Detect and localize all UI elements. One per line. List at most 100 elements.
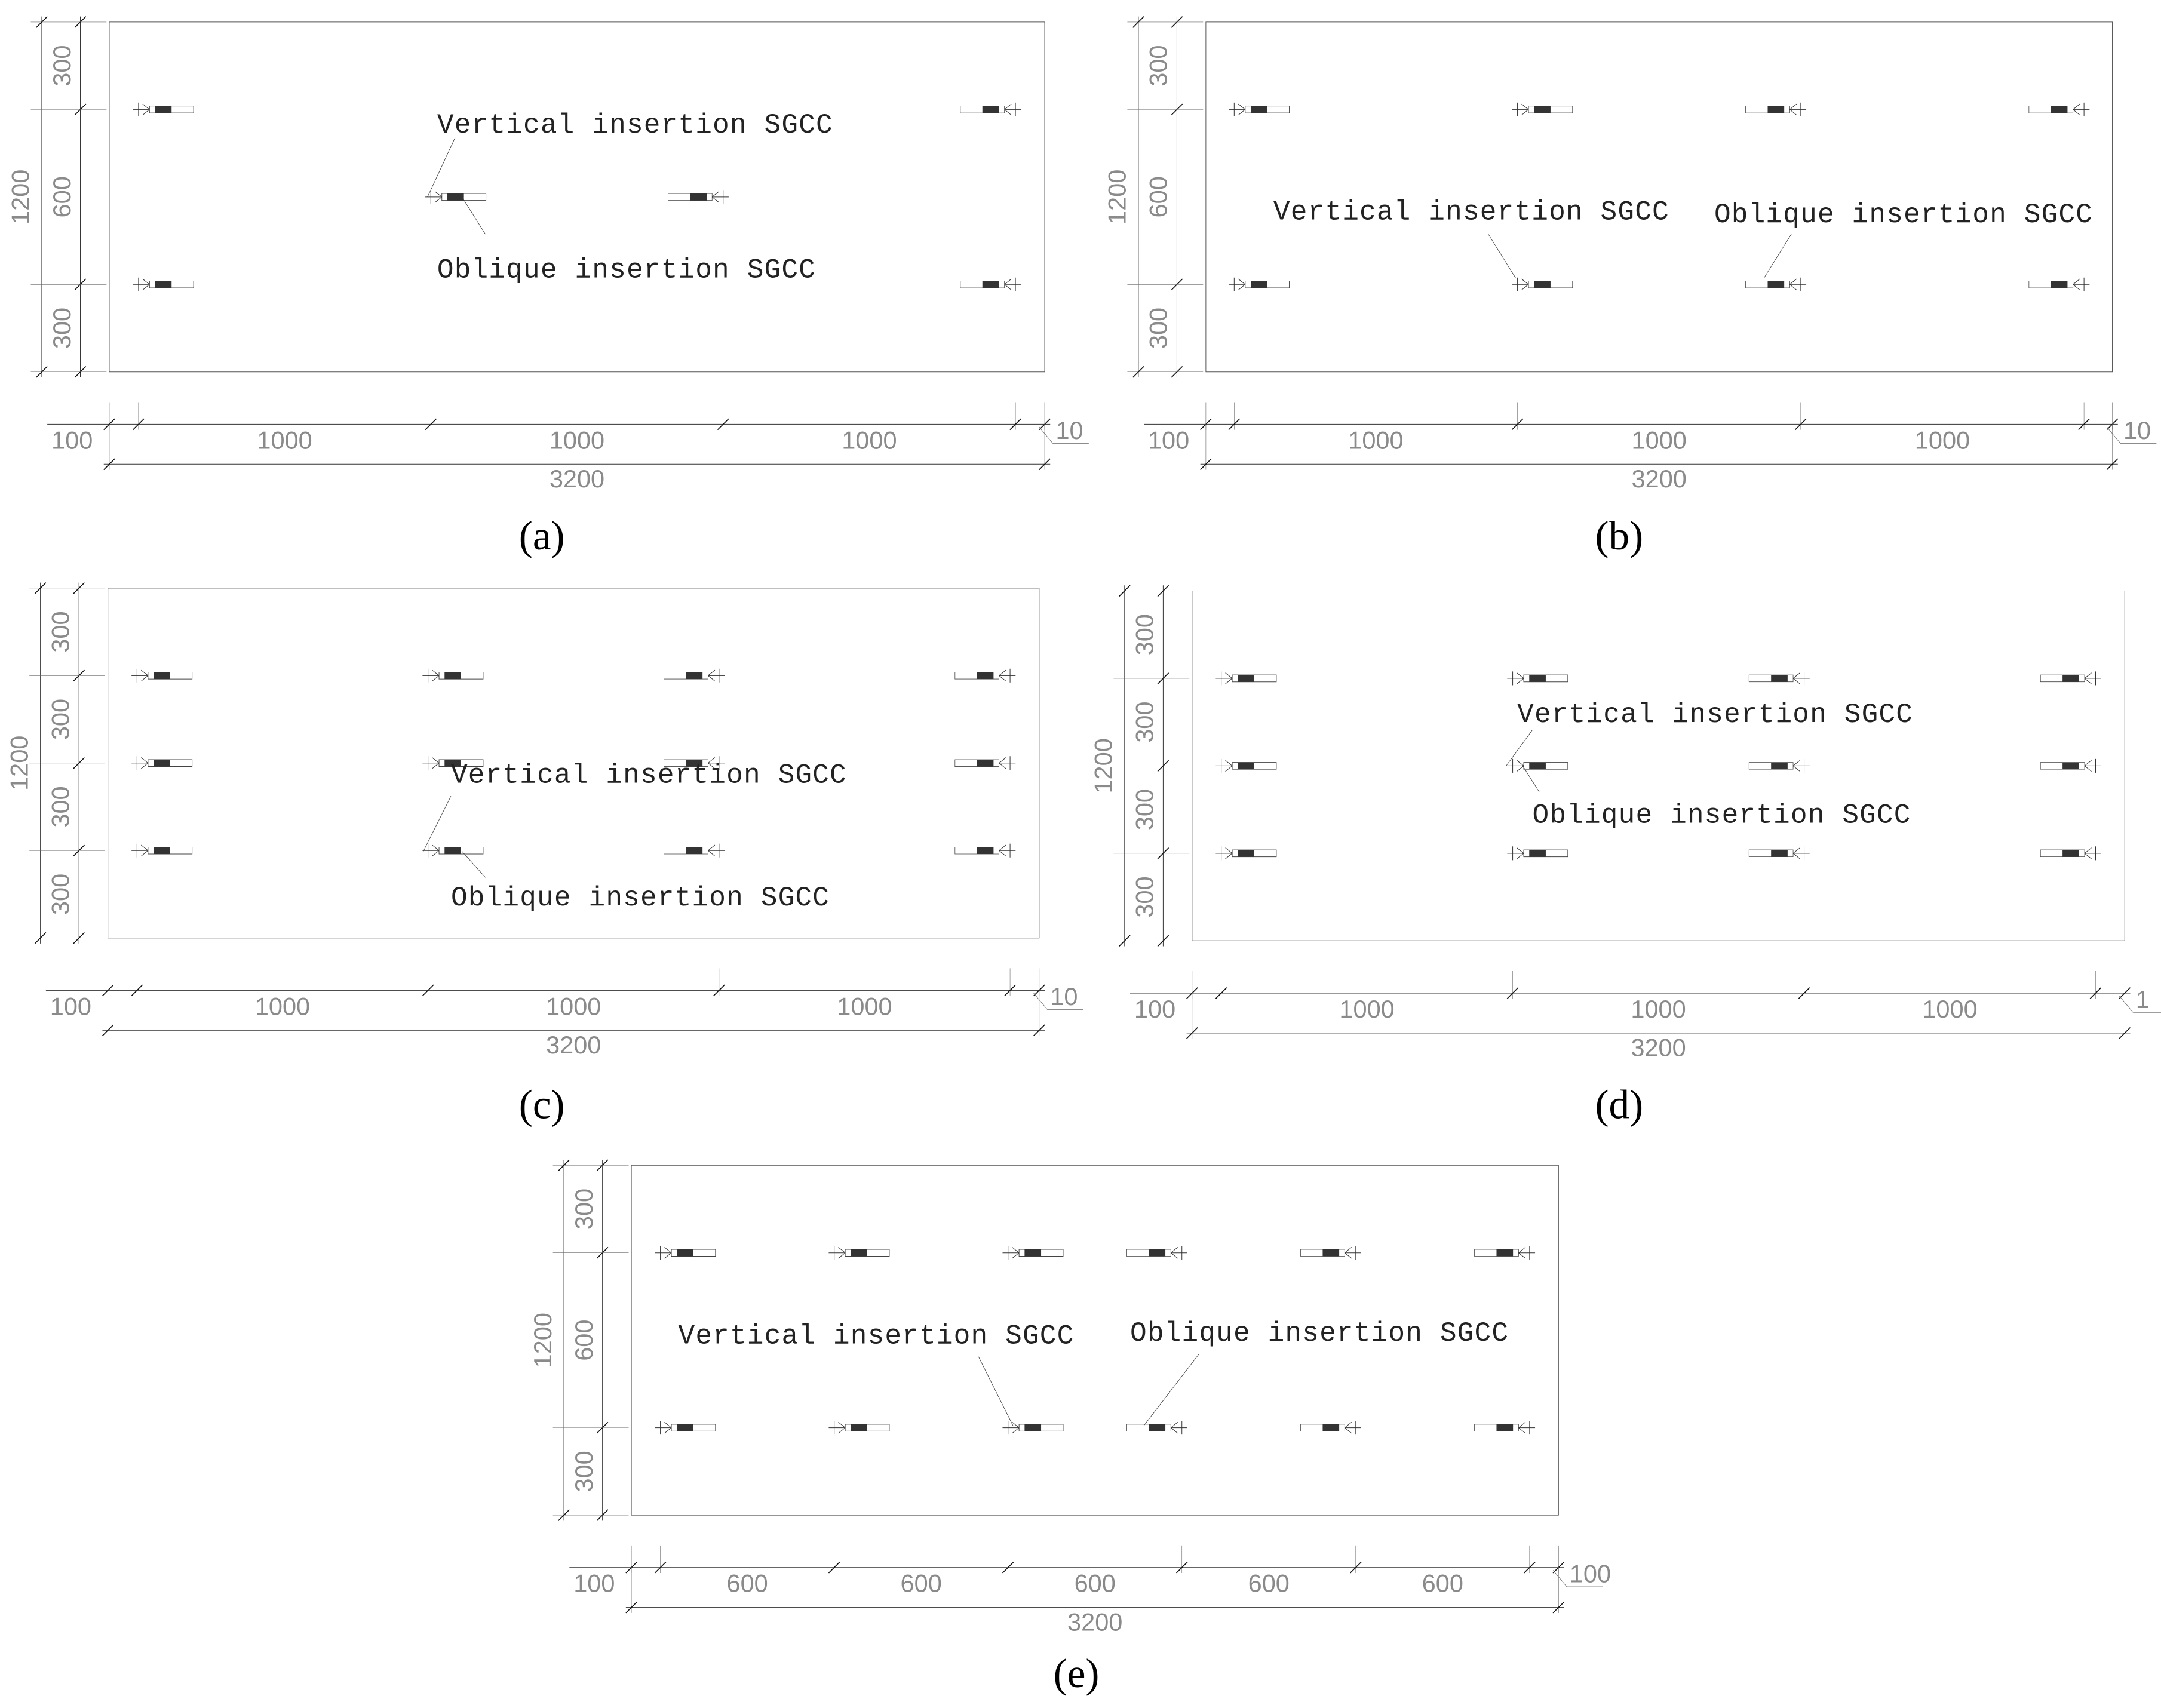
screw-head: [1521, 279, 1528, 284]
screw-head: [1012, 1253, 1020, 1258]
annotation: Oblique insertion SGCC: [451, 883, 830, 914]
screw-body: [1232, 763, 1276, 770]
h-dim-label: 100: [1570, 1560, 1611, 1588]
screw-head: [1005, 109, 1012, 115]
screw-head: [1226, 848, 1233, 853]
screw-head: [1226, 766, 1233, 771]
annotation: Oblique insertion SGCC: [1714, 199, 2093, 231]
v-dim-label: 300: [1131, 614, 1159, 655]
screw-head: [1793, 760, 1800, 766]
screw-body: [664, 760, 708, 767]
screw-head: [1789, 284, 1797, 290]
dim-tick: [36, 17, 47, 27]
screw-thread: [1534, 106, 1551, 113]
dim-tick: [1795, 419, 1806, 429]
h-dim-label: 100: [50, 992, 91, 1020]
h-dim-label: 100: [1148, 426, 1189, 454]
h-dim-label: 1000: [257, 426, 312, 454]
dim-tick: [626, 1602, 637, 1612]
screw-head: [1005, 279, 1012, 284]
screw-head: [1238, 104, 1245, 109]
dim-tick: [1177, 1562, 1187, 1573]
screw-thread: [977, 760, 994, 767]
screw-thread: [155, 106, 172, 113]
screw-head: [1012, 1422, 1020, 1427]
h-total-label: 3200: [1632, 465, 1687, 493]
screw-thread: [1149, 1424, 1166, 1431]
screw-head: [665, 1253, 672, 1258]
h-dim-label: 600: [1248, 1569, 1290, 1598]
v-dim-label: 600: [48, 176, 76, 217]
leader: [462, 851, 485, 877]
screw-body: [671, 1424, 716, 1431]
screw-thread: [982, 106, 999, 113]
screw-head: [2085, 678, 2092, 684]
screw-head: [999, 675, 1006, 681]
h-dim-label: 600: [1422, 1569, 1463, 1598]
screw-thread: [2062, 675, 2079, 682]
screw-head: [1793, 848, 1800, 853]
h-total-label: 3200: [546, 1031, 601, 1059]
screw-head: [1518, 1253, 1525, 1258]
screw-head: [839, 1247, 846, 1252]
screw-head: [708, 670, 715, 675]
screw-thread: [1767, 281, 1785, 288]
dim-tick: [2090, 988, 2101, 999]
screw-head: [999, 670, 1006, 675]
panel-caption: (e): [1054, 1650, 1100, 1696]
v-dim-label: 300: [1144, 45, 1172, 87]
v-dim-label: 300: [1144, 308, 1172, 349]
leader: [1506, 730, 1533, 766]
v-dim-label: 300: [1131, 789, 1159, 830]
screw-thread: [1250, 106, 1267, 113]
screw-thread: [1534, 281, 1551, 288]
v-total-label: 1200: [529, 1313, 557, 1368]
dim-tick: [133, 419, 144, 429]
h-total-label: 3200: [1067, 1608, 1122, 1636]
dim-tick: [1350, 1562, 1361, 1573]
screw-head: [1789, 279, 1797, 284]
panel: 300 600 300 1200 100 1000 1000 1000 10 3200 Vertic…: [7, 17, 1089, 558]
screw-head: [432, 670, 440, 675]
leader: [1144, 1354, 1199, 1426]
screw-thread: [154, 672, 170, 680]
screw-head: [1518, 1247, 1525, 1252]
screw-thread: [1496, 1249, 1514, 1257]
h-dim-label: 1000: [842, 426, 897, 454]
dim-tick: [1119, 935, 1130, 946]
panel-caption: (b): [1595, 512, 1643, 558]
screw-head: [1517, 678, 1524, 684]
screw-head: [708, 675, 715, 681]
h-dim-label: 1000: [1631, 995, 1686, 1023]
screw-head: [2073, 279, 2080, 284]
screw-head: [1238, 279, 1245, 284]
screw-thread: [1238, 675, 1254, 682]
dim-tick: [1524, 1562, 1535, 1573]
screw-thread: [977, 672, 994, 680]
screw-thread: [690, 193, 707, 201]
dim-tick: [1187, 1028, 1198, 1039]
v-total-label: 1200: [1089, 738, 1117, 793]
dim-tick: [425, 419, 436, 429]
h-total-label: 3200: [550, 465, 604, 493]
screw-head: [1226, 678, 1233, 684]
screw-head: [432, 675, 440, 681]
screw-head: [712, 197, 719, 202]
screw-thread: [1024, 1424, 1042, 1431]
v-total-label: 1200: [5, 736, 33, 791]
screw-thread: [154, 760, 170, 767]
screw-thread: [1238, 850, 1254, 857]
screw-head: [712, 192, 719, 197]
screw-thread: [686, 847, 703, 854]
screw-head: [1793, 853, 1800, 859]
h-dim-label: 10: [1050, 982, 1078, 1010]
h-total-label: 3200: [1631, 1033, 1686, 1061]
screw-head: [1171, 1247, 1178, 1252]
screw-head: [1521, 284, 1528, 290]
screw-head: [1793, 673, 1800, 678]
screw-thread: [444, 847, 461, 854]
leader: [1034, 993, 1048, 1010]
screw-head: [435, 192, 442, 197]
screw-thread: [1149, 1249, 1166, 1257]
screw-head: [141, 845, 148, 850]
